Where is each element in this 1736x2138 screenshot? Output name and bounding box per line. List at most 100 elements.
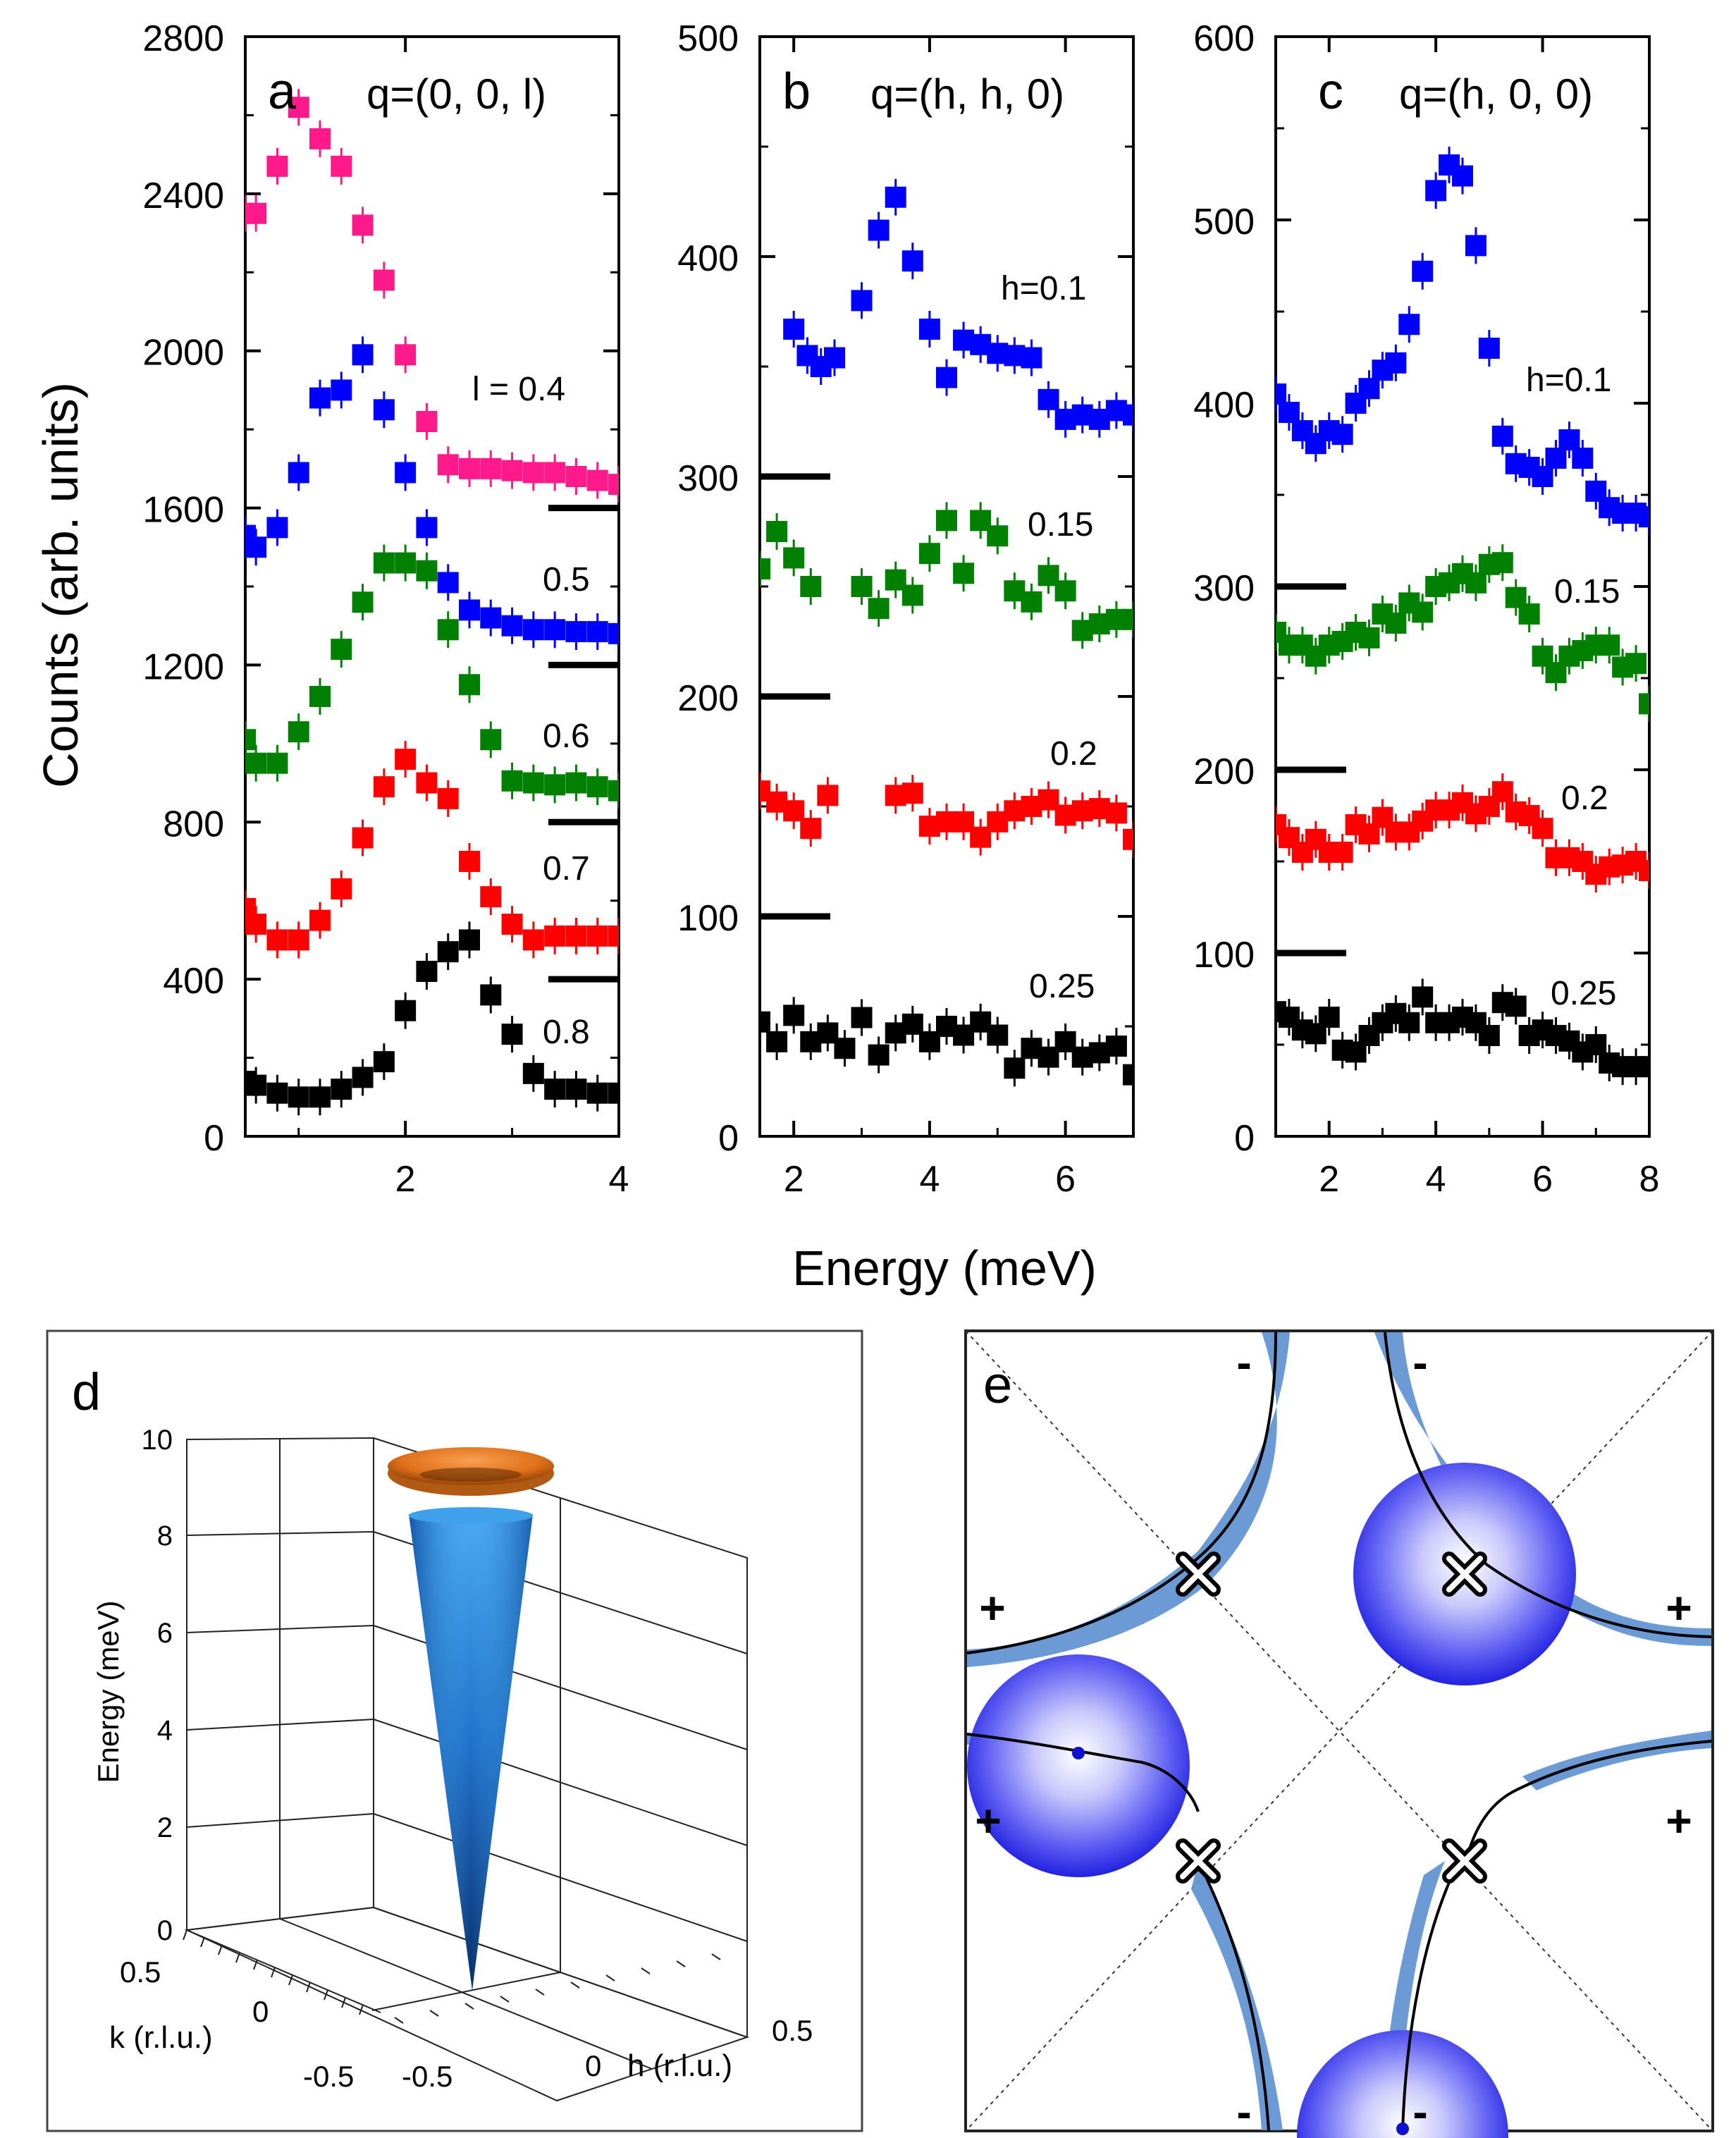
sign-1: - xyxy=(1236,1337,1251,1388)
kt-2: -0.5 xyxy=(303,2060,354,2093)
series-label-b-3: 0.25 xyxy=(1029,968,1095,1005)
point-c-1-17 xyxy=(1491,552,1513,574)
point-b-0-3 xyxy=(824,347,845,369)
sign-2: - xyxy=(1412,1337,1427,1388)
point-a-2-2 xyxy=(266,752,288,774)
ht-2: 0.5 xyxy=(772,2014,813,2047)
point-a-2-8 xyxy=(395,552,417,574)
point-b-2-18 xyxy=(1105,802,1127,824)
point-a-0-4 xyxy=(309,128,331,149)
point-c-0-14 xyxy=(1452,165,1473,187)
series-label-c-1: 0.15 xyxy=(1554,573,1620,610)
point-b-1-16 xyxy=(1054,580,1076,602)
plot-area-a xyxy=(245,89,619,1116)
point-b-2-6 xyxy=(901,782,923,804)
cone-rim xyxy=(409,1507,533,1524)
point-a-0-14 xyxy=(522,462,544,484)
zt-8: 8 xyxy=(157,1520,173,1552)
point-b-0-9 xyxy=(936,367,957,388)
point-b-1-12 xyxy=(987,525,1009,547)
point-a-2-14 xyxy=(522,772,544,794)
zt-6: 6 xyxy=(157,1618,173,1649)
point-a-3-2 xyxy=(266,929,288,951)
point-a-4-12 xyxy=(480,984,502,1006)
point-b-3-2 xyxy=(783,1005,805,1026)
point-b-3-7 xyxy=(868,1044,889,1066)
point-b-3-21 xyxy=(1105,1036,1127,1057)
series-b-3 xyxy=(760,997,1133,1093)
point-c-2-17 xyxy=(1491,781,1513,803)
point-a-2-5 xyxy=(331,639,352,661)
point-c-1-28 xyxy=(1639,693,1649,715)
point-a-0-13 xyxy=(501,460,523,481)
point-b-2-19 xyxy=(1123,828,1133,850)
point-a-0-8 xyxy=(395,344,417,366)
point-a-1-16 xyxy=(565,621,587,643)
point-b-3-0 xyxy=(760,1011,770,1033)
point-a-4-6 xyxy=(352,1067,374,1088)
point-a-1-6 xyxy=(352,344,374,366)
point-a-3-17 xyxy=(586,925,608,947)
point-a-4-1 xyxy=(245,1074,267,1096)
dispersion-cone xyxy=(409,1507,533,1991)
point-c-0-17 xyxy=(1491,425,1513,447)
point-a-1-18 xyxy=(608,622,619,644)
series-a-4 xyxy=(245,921,619,1116)
panel-d-floor-ticks xyxy=(183,1929,721,2024)
ytick-label-a-5: 2000 xyxy=(142,333,224,374)
point-c-0-10 xyxy=(1398,314,1420,336)
point-b-3-15 xyxy=(1004,1057,1026,1079)
panel-d-zticks: 0 2 4 6 8 10 xyxy=(142,1425,173,1946)
point-a-3-10 xyxy=(437,787,459,809)
series-a-1 xyxy=(245,336,619,652)
xtick-label-c-3: 8 xyxy=(1639,1159,1660,1200)
point-a-1-2 xyxy=(266,517,288,539)
panel-title-a: q=(0, 0, l) xyxy=(367,70,546,118)
point-b-0-4 xyxy=(851,290,873,312)
point-c-0-1 xyxy=(1278,402,1300,423)
series-c-3 xyxy=(1276,978,1649,1086)
point-b-2-3 xyxy=(800,818,822,840)
ytick-label-a-4: 1600 xyxy=(142,490,224,531)
point-a-2-10 xyxy=(437,619,459,641)
point-a-0-12 xyxy=(480,457,502,479)
point-b-1-3 xyxy=(800,576,822,597)
point-b-0-15 xyxy=(1038,388,1059,410)
panel-title-b: q=(h, h, 0) xyxy=(870,70,1064,118)
disc-hole xyxy=(420,1468,522,1482)
point-b-1-14 xyxy=(1021,591,1042,613)
point-a-2-0 xyxy=(245,729,256,751)
point-c-1-9 xyxy=(1385,613,1407,634)
point-a-4-18 xyxy=(608,1082,619,1104)
ytick-label-a-3: 1200 xyxy=(142,646,224,687)
point-c-0-20 xyxy=(1532,466,1553,487)
point-c-3-11 xyxy=(1412,986,1434,1008)
point-c-1-7 xyxy=(1358,627,1380,649)
point-c-0-0 xyxy=(1276,383,1286,405)
point-a-1-3 xyxy=(288,462,309,484)
point-b-1-4 xyxy=(851,576,873,597)
point-c-0-5 xyxy=(1331,424,1353,446)
ytick-label-c-0: 0 xyxy=(1234,1118,1255,1159)
y-axis-label: Counts (arb. units) xyxy=(33,382,88,788)
sign-6: + xyxy=(1666,1795,1692,1846)
point-a-2-12 xyxy=(480,729,502,751)
point-a-4-5 xyxy=(331,1079,352,1100)
point-a-1-5 xyxy=(331,379,352,401)
point-c-1-27 xyxy=(1625,653,1647,675)
ytick-label-a-1: 400 xyxy=(163,961,224,1002)
point-a-4-15 xyxy=(544,1079,566,1100)
point-a-3-14 xyxy=(522,929,544,951)
ytick-label-a-6: 2400 xyxy=(142,176,224,216)
point-a-3-13 xyxy=(501,914,523,935)
point-b-0-20 xyxy=(1123,404,1133,426)
series-label-a-2: 0.6 xyxy=(543,718,590,755)
point-c-3-18 xyxy=(1505,995,1527,1017)
kt-0: 0.5 xyxy=(120,1955,161,1989)
sign-4: + xyxy=(1666,1583,1692,1633)
point-1 xyxy=(1072,1747,1085,1759)
point-a-3-1 xyxy=(245,914,267,935)
series-a-0 xyxy=(245,89,619,503)
xtick-label-b-1: 4 xyxy=(919,1159,940,1200)
